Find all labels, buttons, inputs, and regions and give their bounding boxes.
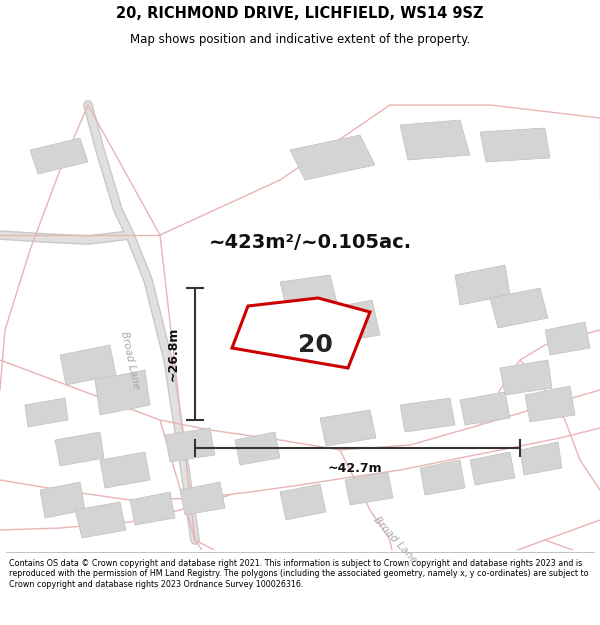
Text: Broad Lane: Broad Lane <box>119 330 141 390</box>
Text: ~42.7m: ~42.7m <box>328 461 382 474</box>
Polygon shape <box>500 360 552 395</box>
Text: ~26.8m: ~26.8m <box>167 327 179 381</box>
Polygon shape <box>280 275 340 322</box>
Polygon shape <box>320 410 376 446</box>
Polygon shape <box>545 322 590 355</box>
Text: 20, RICHMOND DRIVE, LICHFIELD, WS14 9SZ: 20, RICHMOND DRIVE, LICHFIELD, WS14 9SZ <box>116 6 484 21</box>
Text: Broad Lane: Broad Lane <box>371 514 418 566</box>
Polygon shape <box>40 482 85 518</box>
Polygon shape <box>30 138 88 174</box>
Polygon shape <box>25 398 68 427</box>
Polygon shape <box>180 482 225 515</box>
Polygon shape <box>420 460 465 495</box>
Polygon shape <box>55 432 104 466</box>
Polygon shape <box>400 120 470 160</box>
Polygon shape <box>290 135 375 180</box>
Polygon shape <box>455 265 510 305</box>
Polygon shape <box>330 300 380 342</box>
Polygon shape <box>460 392 510 425</box>
Polygon shape <box>280 484 326 520</box>
Text: 20: 20 <box>298 333 332 357</box>
Polygon shape <box>480 128 550 162</box>
Polygon shape <box>490 288 548 328</box>
Polygon shape <box>470 452 515 485</box>
Polygon shape <box>235 432 280 465</box>
Polygon shape <box>100 452 150 488</box>
Polygon shape <box>95 370 150 415</box>
Polygon shape <box>232 298 370 368</box>
Polygon shape <box>345 472 393 505</box>
Text: ~423m²/~0.105ac.: ~423m²/~0.105ac. <box>208 232 412 251</box>
Polygon shape <box>60 345 116 385</box>
Polygon shape <box>400 398 455 432</box>
Text: Map shows position and indicative extent of the property.: Map shows position and indicative extent… <box>130 32 470 46</box>
Polygon shape <box>165 428 215 462</box>
Polygon shape <box>520 442 562 475</box>
Polygon shape <box>130 492 175 525</box>
Text: Contains OS data © Crown copyright and database right 2021. This information is : Contains OS data © Crown copyright and d… <box>9 559 589 589</box>
Polygon shape <box>525 386 575 422</box>
Polygon shape <box>75 502 126 538</box>
